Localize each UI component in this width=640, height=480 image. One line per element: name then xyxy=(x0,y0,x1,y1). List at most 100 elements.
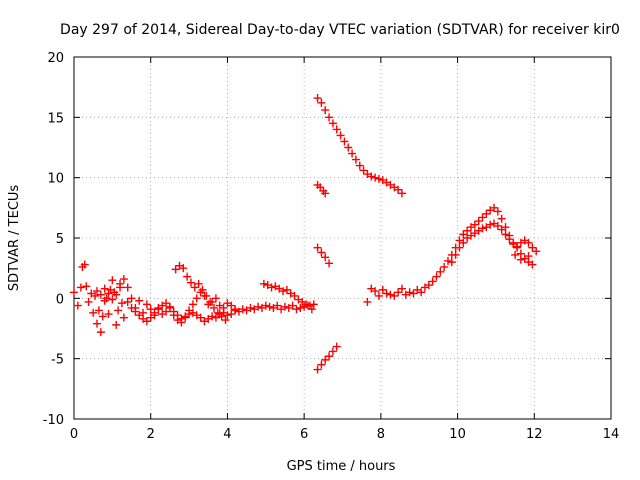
data-point xyxy=(227,310,236,319)
data-point xyxy=(165,303,174,312)
data-point xyxy=(192,294,201,303)
data-point xyxy=(497,225,506,234)
data-point xyxy=(181,313,190,322)
data-point xyxy=(497,214,506,223)
data-point xyxy=(478,213,487,222)
data-point xyxy=(211,294,220,303)
data-point xyxy=(486,220,495,229)
data-point xyxy=(524,252,533,261)
data-point xyxy=(321,106,330,115)
data-point xyxy=(428,277,437,286)
data-point xyxy=(267,283,276,292)
data-point xyxy=(96,328,105,337)
data-point xyxy=(405,288,414,297)
data-point xyxy=(96,290,105,299)
data-point xyxy=(208,312,217,321)
data-point xyxy=(238,305,247,314)
data-point xyxy=(89,308,98,317)
data-point xyxy=(528,243,537,252)
data-point xyxy=(127,294,136,303)
data-point xyxy=(390,291,399,300)
data-point xyxy=(150,308,159,317)
data-point xyxy=(511,250,520,259)
data-points xyxy=(70,94,541,374)
data-point xyxy=(328,347,337,356)
data-point xyxy=(114,306,123,315)
data-point xyxy=(367,172,376,181)
data-point xyxy=(432,272,441,281)
data-point xyxy=(447,258,456,267)
data-point xyxy=(424,281,433,290)
y-tick-label: 10 xyxy=(47,172,64,187)
data-point xyxy=(363,297,372,306)
chart-title: Day 297 of 2014, Sidereal Day-to-day VTE… xyxy=(60,22,620,38)
y-tick-label: 5 xyxy=(56,232,64,247)
data-point xyxy=(397,189,406,198)
data-point xyxy=(219,303,228,312)
data-point xyxy=(382,289,391,298)
data-point xyxy=(524,238,533,247)
data-point xyxy=(162,299,171,308)
data-point xyxy=(307,305,316,314)
data-point xyxy=(288,301,297,310)
data-point xyxy=(417,288,426,297)
data-point xyxy=(355,161,364,170)
data-point xyxy=(112,320,121,329)
data-point xyxy=(505,235,514,244)
data-point xyxy=(231,305,240,314)
data-point xyxy=(493,221,502,230)
data-point xyxy=(313,94,322,103)
data-point xyxy=(455,243,464,252)
data-point xyxy=(463,226,472,235)
data-point xyxy=(313,365,322,374)
hump-3h-trace xyxy=(171,261,230,325)
data-point xyxy=(108,276,117,285)
data-point xyxy=(317,360,326,369)
data-point xyxy=(173,311,182,320)
data-point xyxy=(302,300,311,309)
data-point xyxy=(188,300,197,309)
data-point xyxy=(348,149,357,158)
y-tick-label: 0 xyxy=(56,292,64,307)
data-point xyxy=(321,189,330,198)
data-point xyxy=(190,283,199,292)
data-point xyxy=(394,288,403,297)
data-point xyxy=(296,303,305,312)
data-point xyxy=(490,203,499,212)
data-point xyxy=(100,296,109,305)
afternoon-lower-trace xyxy=(447,219,541,267)
data-point xyxy=(127,303,136,312)
y-tick-label: 20 xyxy=(47,51,64,66)
data-point xyxy=(501,230,510,239)
data-point xyxy=(179,264,188,273)
data-point xyxy=(273,301,282,310)
data-point xyxy=(440,262,449,271)
data-point xyxy=(292,305,301,314)
data-point xyxy=(112,290,121,299)
data-point xyxy=(196,313,205,322)
data-point xyxy=(183,272,192,281)
x-tick-label: 2 xyxy=(147,427,155,442)
data-point xyxy=(117,299,126,308)
high-descending-trace xyxy=(313,94,406,198)
data-point xyxy=(309,300,318,309)
data-point xyxy=(279,287,288,296)
data-point xyxy=(313,243,322,252)
data-point xyxy=(221,316,230,325)
data-point xyxy=(470,220,479,229)
data-point xyxy=(186,278,195,287)
data-point xyxy=(171,265,180,274)
data-point xyxy=(94,306,103,315)
data-point xyxy=(223,311,232,320)
data-point xyxy=(282,285,291,294)
short-4-trace xyxy=(313,243,334,268)
data-point xyxy=(227,301,236,310)
data-point xyxy=(332,125,341,134)
data-point xyxy=(76,283,85,292)
data-point xyxy=(325,113,334,122)
data-point xyxy=(336,131,345,140)
y-tick-label: -10 xyxy=(43,413,64,428)
data-point xyxy=(359,166,368,175)
data-point xyxy=(211,313,220,322)
data-point xyxy=(93,319,102,328)
